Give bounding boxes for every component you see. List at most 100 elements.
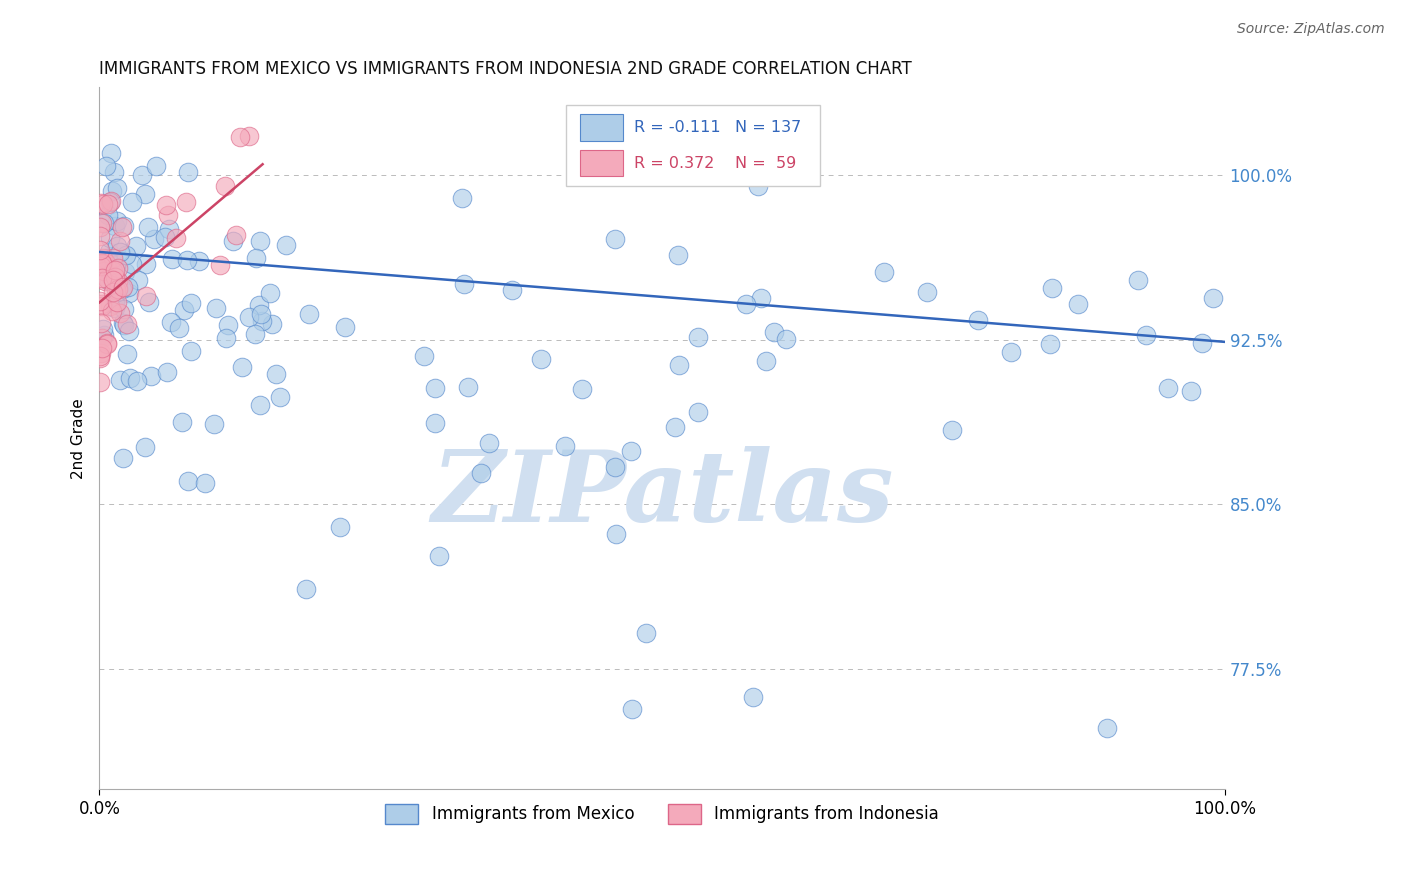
Point — [501, 284, 523, 298]
Point — [157, 208, 180, 222]
Point — [118, 286, 141, 301]
Point — [98, 245, 121, 260]
Point — [105, 181, 128, 195]
Point — [603, 232, 626, 246]
Point — [96, 251, 118, 265]
Point — [425, 416, 447, 430]
Point — [89, 375, 111, 389]
Point — [457, 380, 479, 394]
Point — [114, 265, 136, 279]
Point — [620, 444, 643, 458]
Point — [329, 520, 352, 534]
Point — [91, 342, 114, 356]
Point — [173, 303, 195, 318]
Point — [121, 257, 143, 271]
Point — [250, 314, 273, 328]
Point — [222, 235, 245, 249]
Point — [136, 220, 159, 235]
Point — [135, 289, 157, 303]
Text: N =  59: N = 59 — [735, 155, 796, 170]
Point — [97, 274, 120, 288]
Point — [1040, 281, 1063, 295]
Point — [114, 248, 136, 262]
Point — [98, 231, 121, 245]
Point — [167, 321, 190, 335]
Point — [117, 280, 139, 294]
Point — [217, 318, 239, 332]
Point — [333, 320, 356, 334]
Point — [104, 262, 127, 277]
Point — [298, 307, 321, 321]
Point — [93, 216, 115, 230]
Point — [873, 265, 896, 279]
Point — [165, 231, 187, 245]
Point — [243, 326, 266, 341]
Point — [91, 331, 114, 345]
Point — [155, 198, 177, 212]
Point — [97, 208, 120, 222]
Point — [90, 316, 112, 330]
Point — [94, 274, 117, 288]
Point — [262, 318, 284, 332]
Point — [105, 239, 128, 253]
Point — [967, 313, 990, 327]
Point — [139, 368, 162, 383]
Point — [741, 690, 763, 705]
Point — [90, 256, 112, 270]
Point — [177, 165, 200, 179]
Point — [96, 336, 118, 351]
Point — [143, 232, 166, 246]
Point — [100, 146, 122, 161]
Point — [112, 219, 135, 233]
Point — [108, 373, 131, 387]
Point — [1202, 292, 1225, 306]
Point — [238, 129, 260, 144]
Point — [111, 282, 134, 296]
Point — [247, 298, 270, 312]
Point — [108, 235, 131, 249]
Point — [755, 354, 778, 368]
Point — [180, 344, 202, 359]
Point — [274, 238, 297, 252]
Point — [103, 263, 125, 277]
Point — [96, 256, 118, 270]
Point — [269, 390, 291, 404]
Point — [225, 227, 247, 242]
Point — [118, 324, 141, 338]
Point — [176, 194, 198, 209]
Text: R = 0.372: R = 0.372 — [634, 155, 714, 170]
Point — [89, 349, 111, 363]
Point — [214, 179, 236, 194]
FancyBboxPatch shape — [567, 105, 820, 186]
Point — [215, 331, 238, 345]
Point — [112, 318, 135, 332]
Point — [90, 195, 112, 210]
Point — [153, 230, 176, 244]
Point — [121, 194, 143, 209]
Point — [127, 273, 149, 287]
Point — [470, 466, 492, 480]
Point — [89, 243, 111, 257]
Point — [915, 285, 938, 300]
Point — [231, 359, 253, 374]
Point — [636, 626, 658, 640]
Point — [91, 322, 114, 336]
Point — [89, 229, 111, 244]
Point — [98, 194, 121, 209]
Point — [97, 262, 120, 277]
Point — [135, 257, 157, 271]
Point — [157, 221, 180, 235]
Point — [530, 352, 553, 367]
Point — [1180, 384, 1202, 398]
Point — [115, 317, 138, 331]
Point — [89, 220, 111, 235]
Point — [1095, 721, 1118, 735]
Point — [101, 304, 124, 318]
Point — [145, 159, 167, 173]
Point — [90, 271, 112, 285]
Point — [90, 259, 112, 273]
Text: ZIPatlas: ZIPatlas — [430, 446, 893, 542]
Point — [1000, 344, 1022, 359]
Point — [118, 370, 141, 384]
Point — [571, 382, 593, 396]
